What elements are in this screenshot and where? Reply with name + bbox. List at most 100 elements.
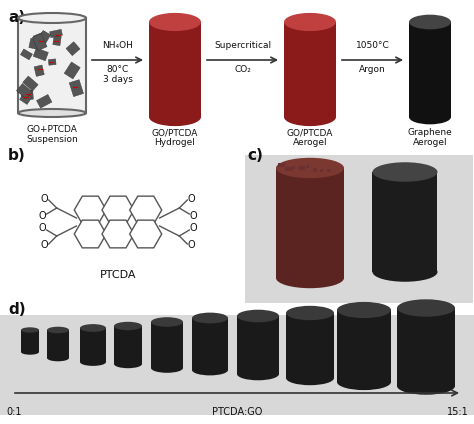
Text: c): c) [247, 148, 263, 163]
Ellipse shape [397, 299, 455, 317]
Text: Supercritical: Supercritical [214, 41, 271, 50]
Text: b): b) [8, 148, 26, 163]
Text: 1050°C: 1050°C [356, 41, 389, 50]
Text: O: O [39, 223, 46, 233]
Text: PTCDA:GO: PTCDA:GO [212, 407, 262, 417]
Bar [409, 22, 451, 117]
Text: Argon: Argon [359, 65, 386, 74]
Polygon shape [74, 196, 106, 224]
Polygon shape [276, 168, 344, 278]
Text: O: O [41, 240, 48, 250]
Text: GO+PTCDA
Suspension: GO+PTCDA Suspension [26, 125, 78, 145]
Polygon shape [313, 168, 317, 172]
Polygon shape [74, 220, 106, 248]
Text: GO/PTCDA
Aerogel: GO/PTCDA Aerogel [287, 128, 333, 148]
Text: O: O [39, 211, 46, 221]
Ellipse shape [192, 365, 228, 375]
Ellipse shape [397, 377, 455, 395]
Ellipse shape [47, 327, 69, 333]
Ellipse shape [192, 312, 228, 324]
Ellipse shape [18, 13, 86, 23]
Text: GO/PTCDA
Hydrogel: GO/PTCDA Hydrogel [152, 128, 198, 148]
Polygon shape [130, 196, 162, 224]
Text: Graphene
Aerogel: Graphene Aerogel [408, 128, 452, 148]
Polygon shape [292, 166, 295, 169]
Polygon shape [36, 31, 51, 47]
Text: O: O [41, 194, 48, 204]
Polygon shape [102, 196, 134, 224]
Ellipse shape [149, 13, 201, 31]
Polygon shape [64, 62, 80, 79]
Text: O: O [188, 240, 195, 250]
Polygon shape [130, 220, 162, 248]
Polygon shape [320, 169, 323, 173]
Polygon shape [33, 31, 48, 43]
Polygon shape [69, 80, 83, 97]
Ellipse shape [373, 262, 438, 282]
Ellipse shape [284, 108, 336, 126]
Polygon shape [23, 76, 38, 91]
Polygon shape [29, 38, 39, 49]
Ellipse shape [21, 327, 39, 333]
Polygon shape [102, 220, 134, 248]
Ellipse shape [284, 13, 336, 31]
Ellipse shape [80, 358, 106, 366]
Polygon shape [285, 167, 293, 171]
Polygon shape [53, 35, 61, 46]
Text: d): d) [8, 302, 26, 317]
Polygon shape [47, 330, 69, 358]
Bar [0, 315, 474, 415]
Ellipse shape [286, 306, 334, 320]
Ellipse shape [373, 162, 438, 182]
Text: CO₂: CO₂ [234, 65, 251, 74]
Polygon shape [34, 65, 44, 76]
Polygon shape [327, 169, 331, 172]
Ellipse shape [151, 317, 183, 327]
Text: a): a) [8, 10, 25, 25]
Polygon shape [48, 59, 56, 65]
Polygon shape [299, 166, 305, 170]
Text: O: O [190, 211, 197, 221]
Polygon shape [33, 48, 48, 61]
Polygon shape [397, 308, 455, 386]
Ellipse shape [80, 324, 106, 332]
Polygon shape [237, 316, 279, 374]
Polygon shape [286, 313, 334, 378]
Ellipse shape [409, 15, 451, 29]
Ellipse shape [18, 109, 86, 117]
Ellipse shape [409, 110, 451, 124]
Text: PTCDA: PTCDA [100, 270, 136, 280]
Bar [245, 155, 473, 303]
Polygon shape [21, 90, 33, 100]
Bar [149, 22, 201, 117]
Polygon shape [151, 322, 183, 368]
Ellipse shape [337, 302, 391, 318]
Polygon shape [278, 164, 285, 167]
Text: NH₄OH: NH₄OH [102, 41, 133, 50]
Text: 15:1: 15:1 [447, 407, 469, 417]
Text: 80°C
3 days: 80°C 3 days [102, 65, 132, 84]
Ellipse shape [151, 363, 183, 373]
Polygon shape [36, 95, 52, 108]
Ellipse shape [114, 360, 142, 368]
Polygon shape [306, 165, 310, 168]
Ellipse shape [47, 355, 69, 361]
Polygon shape [114, 326, 142, 364]
Polygon shape [80, 328, 106, 362]
Ellipse shape [149, 108, 201, 126]
Ellipse shape [337, 374, 391, 390]
Polygon shape [32, 33, 47, 51]
Ellipse shape [276, 158, 344, 178]
Polygon shape [192, 318, 228, 370]
Ellipse shape [114, 322, 142, 330]
Text: 0:1: 0:1 [6, 407, 22, 417]
Bar [284, 22, 336, 117]
Polygon shape [17, 84, 32, 99]
Polygon shape [21, 330, 39, 352]
Text: O: O [190, 223, 197, 233]
Polygon shape [50, 29, 63, 38]
Polygon shape [337, 310, 391, 382]
Polygon shape [66, 42, 80, 56]
Polygon shape [373, 172, 438, 272]
Bar [18, 18, 86, 113]
